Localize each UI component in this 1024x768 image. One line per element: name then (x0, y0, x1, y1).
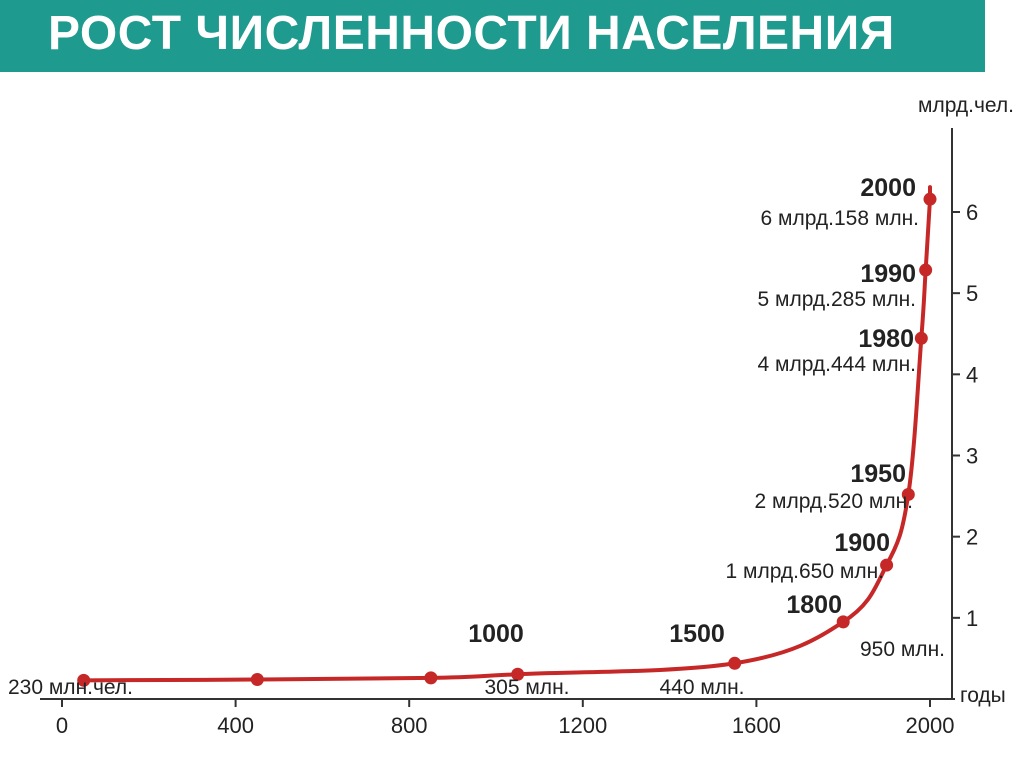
y-tick-label: 2 (966, 525, 978, 550)
y-tick-label: 3 (966, 444, 978, 469)
population-value-label: 5 млрд.285 млн. (758, 288, 916, 311)
population-value-label: 440 млн. (660, 676, 745, 699)
year-label: 1950 (850, 460, 906, 488)
year-label: 1900 (834, 529, 890, 557)
x-tick-label: 1600 (732, 713, 781, 738)
y-tick-label: 5 (966, 281, 978, 306)
data-point (728, 656, 742, 670)
population-value-label: 1 млрд.650 млн. (726, 560, 884, 583)
y-tick-label: 6 (966, 200, 978, 225)
year-label: 1000 (468, 620, 524, 648)
data-point (250, 673, 264, 687)
data-point (914, 331, 928, 345)
y-tick-label: 4 (966, 362, 978, 387)
title-bar: РОСТ ЧИСЛЕННОСТИ НАСЕЛЕНИЯ (0, 0, 985, 72)
data-point (836, 615, 850, 629)
data-point (901, 487, 915, 501)
year-label: 2000 (860, 174, 916, 202)
population-value-label: 305 млн. (485, 676, 570, 699)
x-tick-label: 800 (391, 713, 428, 738)
x-axis-label: годы (960, 684, 1006, 707)
data-point (880, 558, 894, 572)
data-point (923, 192, 937, 206)
data-point (511, 667, 525, 681)
y-axis-label: млрд.чел. (918, 94, 1014, 117)
year-label: 1800 (786, 591, 842, 619)
year-label: 1500 (669, 620, 725, 648)
x-tick-label: 1200 (558, 713, 607, 738)
data-point (77, 673, 91, 687)
data-point (919, 263, 933, 277)
population-value-label: 4 млрд.444 млн. (758, 353, 916, 376)
population-value-label: 950 млн. (860, 638, 945, 661)
data-point (424, 671, 438, 685)
population-value-label: 6 млрд.158 млн. (761, 207, 919, 230)
x-tick-label: 0 (56, 713, 68, 738)
population-value-label: 2 млрд.520 млн. (755, 490, 913, 513)
x-tick-label: 2000 (906, 713, 955, 738)
year-label: 1980 (858, 325, 914, 353)
page-title: РОСТ ЧИСЛЕННОСТИ НАСЕЛЕНИЯ (48, 7, 895, 60)
x-tick-label: 400 (217, 713, 254, 738)
y-tick-label: 1 (966, 606, 978, 631)
year-label: 1990 (860, 260, 916, 288)
population-value-label: 230 млн.чел. (8, 676, 133, 699)
